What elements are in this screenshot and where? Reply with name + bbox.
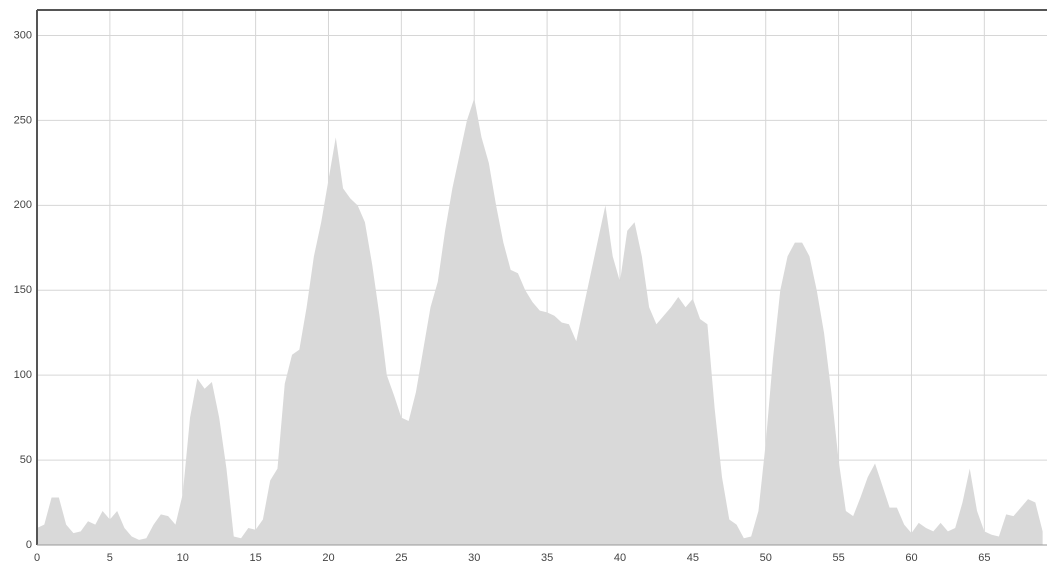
x-tick-label: 20 [322,552,334,564]
y-tick-label: 200 [14,199,32,211]
y-tick-label: 0 [26,539,32,551]
x-tick-label: 15 [249,552,261,564]
x-tick-label: 50 [760,552,772,564]
x-tick-label: 30 [468,552,480,564]
y-tick-label: 100 [14,369,32,381]
x-tick-label: 60 [905,552,917,564]
x-tick-label: 5 [107,552,113,564]
x-tick-label: 65 [978,552,990,564]
area [37,98,1043,546]
y-tick-label: 300 [14,29,32,41]
y-tick-label: 150 [14,284,32,296]
x-tick-label: 45 [687,552,699,564]
x-tick-label: 35 [541,552,553,564]
x-tick-label: 40 [614,552,626,564]
x-tick-label: 55 [832,552,844,564]
x-tick-label: 25 [395,552,407,564]
x-tick-label: 10 [177,552,189,564]
y-tick-label: 50 [20,454,32,466]
x-tick-label: 0 [34,552,40,564]
y-tick-label: 250 [14,114,32,126]
